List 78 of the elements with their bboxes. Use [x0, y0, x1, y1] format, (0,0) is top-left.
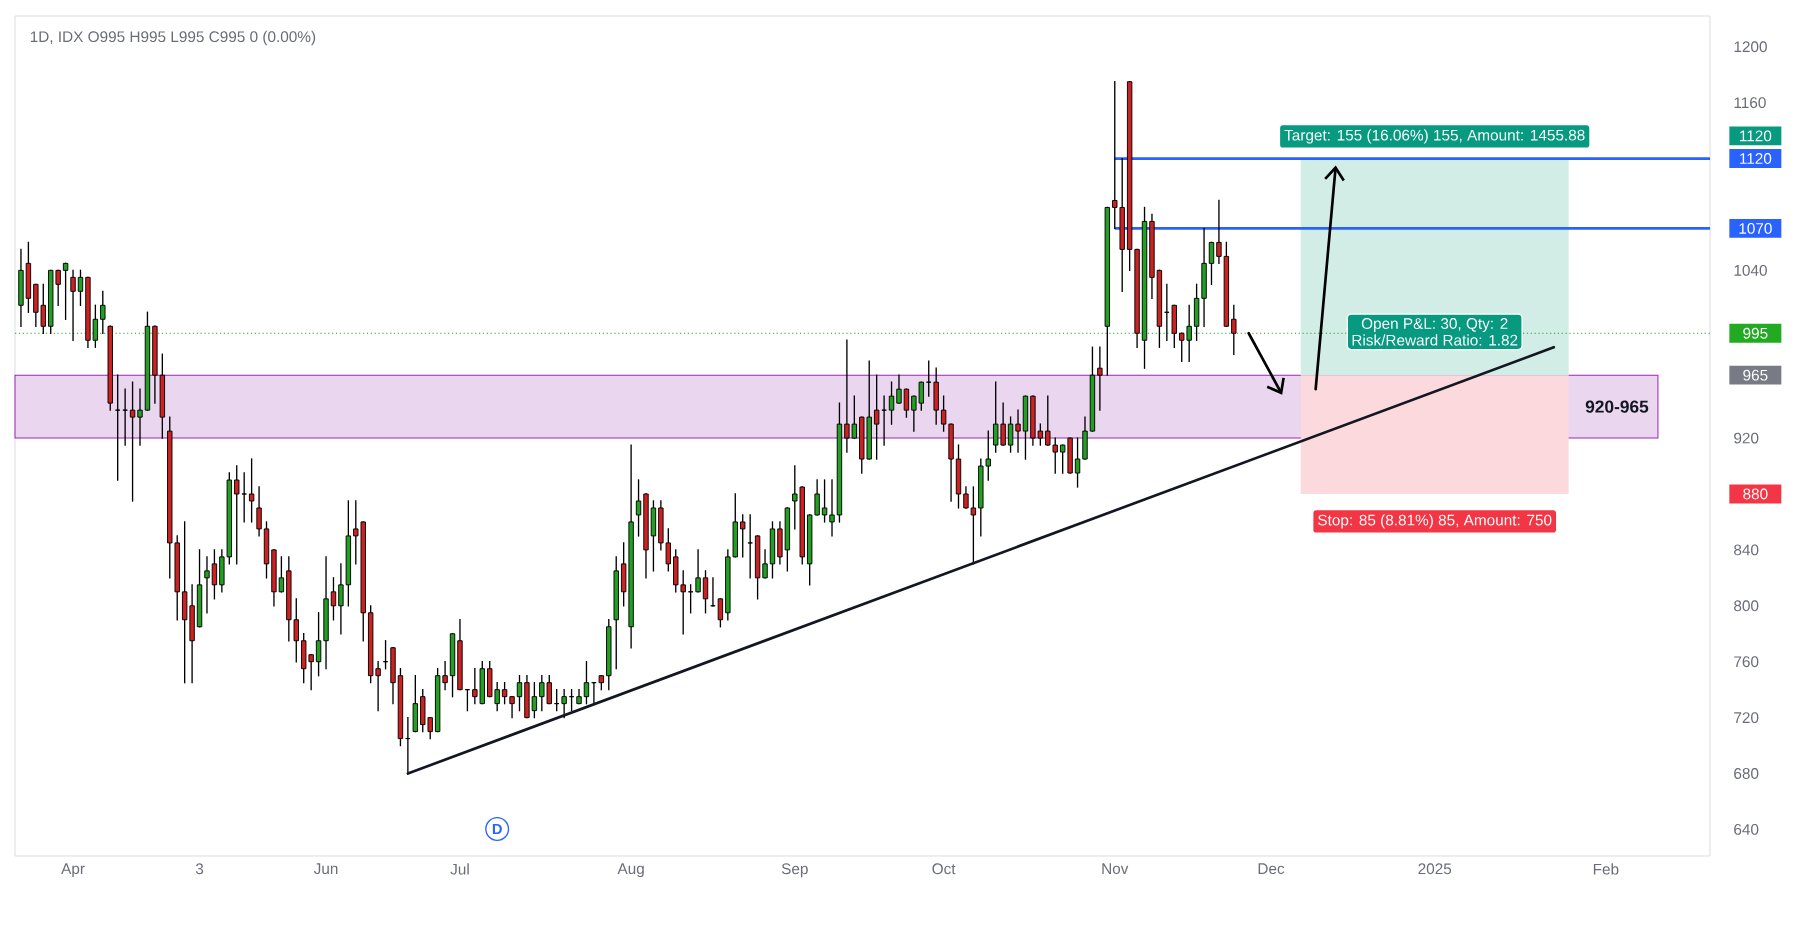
y-tick-label: 920 — [1734, 432, 1759, 444]
candlestick — [903, 388, 910, 418]
candlestick — [963, 486, 969, 509]
candlestick — [747, 514, 753, 579]
candlestick — [70, 269, 76, 341]
candlestick — [248, 458, 255, 523]
candlestick — [204, 556, 210, 614]
candlestick — [234, 465, 240, 565]
x-tick-label: Aug — [617, 863, 644, 878]
ref-line-label: 1120 — [1740, 153, 1772, 164]
candlestick — [1074, 437, 1081, 488]
candlestick — [501, 682, 508, 705]
y-tick-label: 840 — [1734, 544, 1759, 556]
x-tick-label: Jul — [450, 863, 469, 875]
candlestick — [583, 661, 590, 705]
text: 880 — [1743, 488, 1768, 500]
y-tick-label: 640 — [1734, 824, 1759, 835]
candlestick — [1231, 304, 1237, 355]
candlestick — [1015, 409, 1021, 453]
x-tick-label: Nov — [1102, 863, 1129, 875]
ref-line-label: 995 — [1743, 327, 1768, 339]
x-tick-label: Jun — [313, 863, 338, 875]
candlestick — [717, 598, 724, 628]
candlestick — [888, 381, 895, 425]
band-label: 920-965 — [1585, 400, 1649, 413]
candlestick — [330, 577, 337, 621]
candlestick — [77, 269, 84, 306]
annotation: Risk/Reward Ratio: 1.82 — [1352, 334, 1518, 346]
annotation: D — [492, 823, 502, 835]
candlestick — [702, 570, 709, 614]
candlestick — [873, 374, 880, 460]
candlestick — [100, 290, 106, 334]
text: 1D, IDX O995 H995 L995 C995 0 (0.00%) — [30, 30, 316, 46]
candlestick — [881, 395, 887, 446]
text: 965 — [1743, 369, 1768, 381]
y-tick-label: 1200 — [1734, 41, 1767, 53]
band-label: Target: 155 (16.06%) 155, Amount: 1455.88 — [1284, 129, 1585, 144]
x-tick-label: 3 — [195, 863, 204, 875]
candlestick — [122, 388, 128, 446]
candlestick — [516, 675, 523, 712]
x-tick-label: Feb — [1593, 863, 1619, 875]
y-tick-label: 1160 — [1734, 97, 1766, 109]
candlestick — [695, 549, 701, 593]
candlestick — [315, 612, 322, 677]
x-tick-label: Oct — [932, 863, 956, 875]
annotation: Open P&L: 30, Qty: 2 — [1361, 318, 1508, 332]
candlestick — [762, 549, 768, 579]
y-tick-label: 680 — [1734, 768, 1759, 779]
x-tick-label: Apr — [61, 863, 85, 878]
candlestick — [829, 479, 835, 537]
y-tick-label: 760 — [1734, 656, 1759, 668]
candlestick — [635, 479, 642, 537]
candlestick — [821, 479, 828, 523]
candlestick — [896, 374, 902, 404]
band-label: Stop: 85 (8.81%) 85, Amount: 750 — [1318, 514, 1552, 529]
candlestick — [241, 472, 247, 523]
candlestick — [1007, 416, 1014, 453]
candlestick — [1097, 346, 1103, 411]
candlestick — [561, 688, 567, 719]
candlestick — [62, 262, 69, 320]
x-tick-label: 2025 — [1418, 863, 1452, 875]
candlestick — [278, 556, 285, 593]
text: 1120 — [1740, 130, 1772, 142]
candlestick — [211, 549, 218, 600]
candlestick — [1208, 241, 1215, 286]
y-tick-label: 720 — [1734, 712, 1759, 724]
ref-line-label: 1070 — [1739, 223, 1772, 234]
x-tick-label: Sep — [781, 863, 808, 878]
x-tick-label: Dec — [1258, 863, 1285, 875]
y-tick-label: 800 — [1734, 600, 1759, 612]
y-tick-label: 1040 — [1734, 264, 1767, 276]
candlestick — [129, 381, 136, 502]
candlestick — [256, 486, 262, 537]
candlestick — [114, 374, 121, 481]
candlestick — [970, 486, 977, 565]
candlestick — [509, 695, 515, 719]
candlestick — [137, 388, 143, 446]
candlestick — [740, 514, 746, 558]
